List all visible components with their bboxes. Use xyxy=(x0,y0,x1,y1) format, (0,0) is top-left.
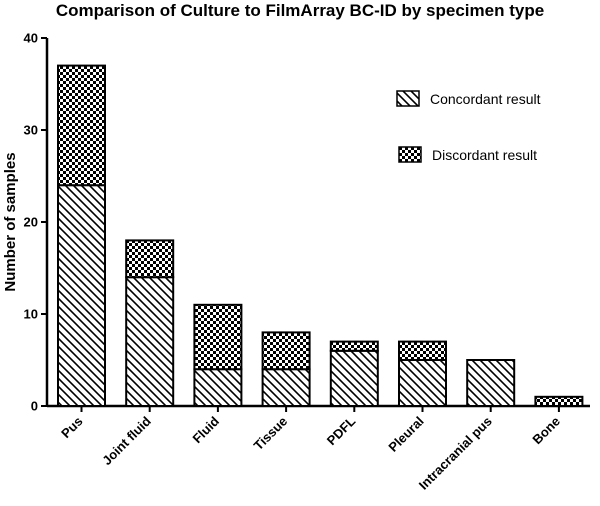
bar-discordant-5 xyxy=(398,340,447,362)
x-tick-label: Joint fluid xyxy=(99,413,154,468)
legend: Concordant result Discordant result xyxy=(396,90,541,163)
y-tick-label: 30 xyxy=(24,123,38,138)
y-tick-label: 10 xyxy=(24,307,38,322)
bar-concordant-2 xyxy=(193,368,243,408)
legend-swatch-discordant xyxy=(398,146,422,163)
bar-discordant-1 xyxy=(125,239,175,279)
x-tick-label: Intracranial pus xyxy=(416,414,495,493)
x-tick-labels: Pus Joint fluid Fluid Tissue PDFL PleuralIntr… xyxy=(58,413,563,492)
bar-concordant-5 xyxy=(398,359,447,407)
bar-concordant-4 xyxy=(329,349,379,407)
x-tick-label: Bone xyxy=(529,414,563,448)
bar-discordant-7 xyxy=(534,395,584,407)
bar-concordant-0 xyxy=(57,184,106,407)
legend-swatch-concordant xyxy=(396,90,420,107)
x-tick-label: Pus xyxy=(58,414,85,441)
bar-discordant-0 xyxy=(57,64,106,187)
legend-label-concordant: Concordant result xyxy=(430,91,541,107)
y-tick-label: 40 xyxy=(24,31,38,46)
bars xyxy=(57,64,584,408)
y-tick-label: 20 xyxy=(24,215,38,230)
y-axis-label: Number of samples xyxy=(2,152,19,291)
y-tick-label: 0 xyxy=(31,399,38,414)
bar-discordant-4 xyxy=(329,340,379,352)
bar-concordant-1 xyxy=(125,276,175,408)
bar-discordant-3 xyxy=(261,331,311,371)
chart-title: Comparison of Culture to FilmArray BC-ID… xyxy=(56,1,544,20)
x-tick-label: Pleural xyxy=(385,414,426,455)
bar-discordant-2 xyxy=(193,303,243,371)
legend-label-discordant: Discordant result xyxy=(432,147,537,163)
x-tick-label: Tissue xyxy=(251,414,291,454)
x-tick-label: PDFL xyxy=(324,413,359,448)
x-tick-label: Fluid xyxy=(189,413,222,446)
bar-concordant-6 xyxy=(466,359,516,407)
bar-concordant-3 xyxy=(261,368,311,408)
